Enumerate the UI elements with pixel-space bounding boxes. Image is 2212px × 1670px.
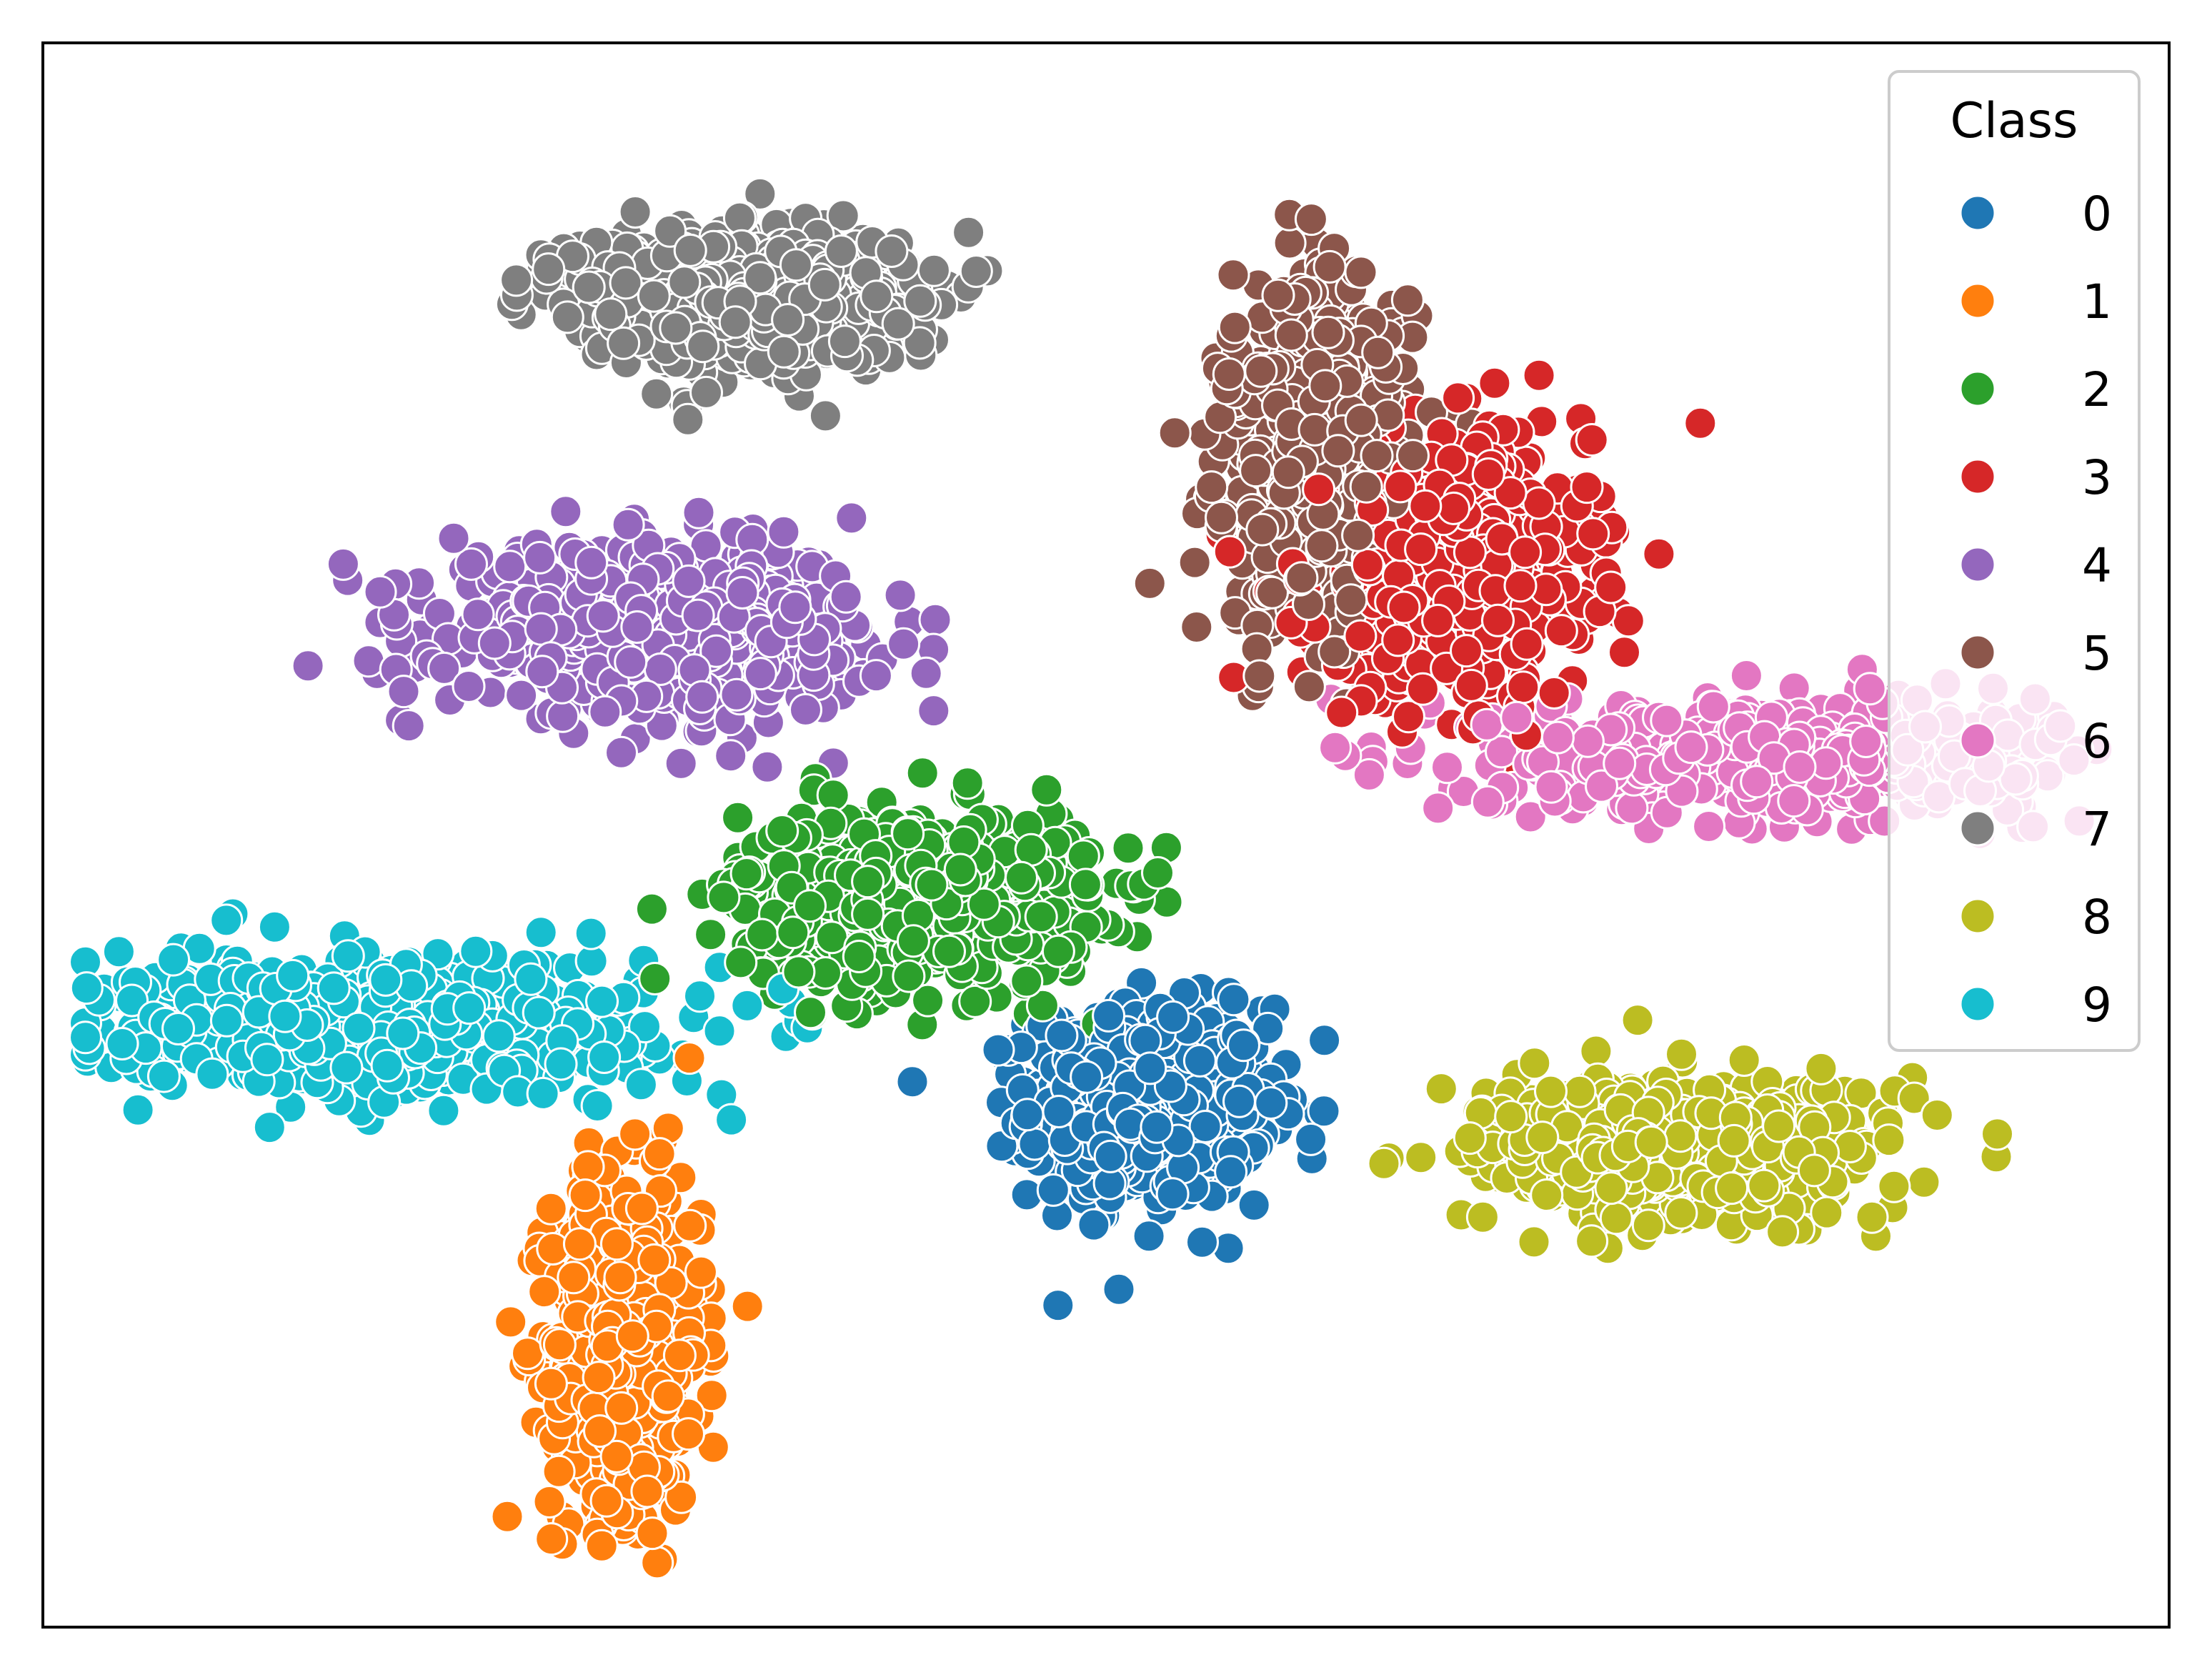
- data-point-class-0: [895, 1065, 930, 1099]
- data-point-class-4: [493, 550, 527, 584]
- data-point-class-5: [1180, 610, 1214, 644]
- data-point-class-0: [1294, 1122, 1328, 1156]
- data-point-class-7: [743, 177, 777, 211]
- data-point-class-4: [682, 495, 716, 530]
- data-point-class-1: [511, 1336, 544, 1371]
- data-point-class-2: [911, 983, 945, 1018]
- data-point-class-7: [722, 201, 757, 235]
- data-point-class-8: [1579, 1034, 1613, 1068]
- data-point-class-8: [1981, 1117, 2014, 1151]
- data-point-class-9: [101, 935, 136, 969]
- data-point-class-2: [694, 918, 728, 952]
- data-point-class-1: [532, 1485, 567, 1519]
- data-point-class-7: [808, 399, 842, 433]
- data-point-class-4: [392, 709, 426, 743]
- data-point-class-4: [546, 699, 580, 733]
- data-point-class-3: [1392, 700, 1425, 734]
- data-point-class-9: [730, 988, 764, 1023]
- data-point-class-3: [1478, 366, 1512, 400]
- data-point-class-7: [952, 215, 986, 249]
- scatter-points: [69, 177, 2114, 1580]
- data-point-class-8: [1620, 1003, 1655, 1038]
- data-point-class-6: [1470, 785, 1505, 819]
- data-point-class-1: [542, 1454, 576, 1488]
- data-point-class-8: [1404, 1140, 1438, 1175]
- data-point-class-2: [950, 766, 985, 800]
- data-point-class-0: [1132, 1219, 1166, 1253]
- data-point-class-0: [1217, 983, 1251, 1017]
- data-point-class-1: [664, 1480, 699, 1514]
- data-point-class-9: [331, 939, 365, 973]
- data-point-class-9: [702, 1014, 737, 1048]
- data-point-class-0: [1041, 1288, 1075, 1323]
- data-point-class-0: [1077, 1208, 1111, 1242]
- data-point-class-8: [1367, 1146, 1401, 1181]
- data-point-class-5: [1177, 545, 1212, 580]
- data-point-class-5: [1132, 566, 1167, 600]
- data-point-class-4: [291, 649, 325, 683]
- data-point-class-1: [490, 1499, 524, 1534]
- data-point-class-6: [1485, 735, 1518, 769]
- data-point-class-1: [730, 1289, 764, 1323]
- data-point-class-2: [958, 984, 992, 1018]
- data-point-class-0: [1307, 1094, 1341, 1128]
- data-point-class-4: [883, 578, 917, 612]
- data-point-class-9: [121, 1093, 155, 1127]
- data-point-class-9: [524, 915, 558, 950]
- data-point-class-8: [1465, 1200, 1500, 1234]
- data-point-class-3: [1522, 358, 1556, 392]
- data-point-class-3: [1608, 635, 1641, 670]
- data-point-class-1: [694, 1378, 729, 1413]
- data-point-class-7: [639, 377, 674, 411]
- data-point-class-1: [635, 1516, 669, 1551]
- data-point-class-2: [794, 995, 827, 1030]
- data-point-class-3: [1575, 423, 1609, 457]
- data-point-class-9: [628, 1010, 662, 1044]
- data-point-class-6: [1513, 800, 1548, 834]
- data-point-class-9: [624, 1068, 658, 1102]
- data-point-class-2: [1111, 831, 1145, 865]
- data-point-class-4: [750, 750, 784, 784]
- data-point-class-5: [1292, 670, 1326, 704]
- data-point-class-2: [1025, 988, 1060, 1023]
- data-point-class-9: [146, 1059, 181, 1093]
- data-point-class-0: [1102, 1272, 1136, 1306]
- data-point-class-8: [1897, 1081, 1931, 1115]
- data-point-class-1: [640, 1546, 674, 1580]
- data-point-class-0: [1307, 1023, 1342, 1058]
- data-point-class-7: [618, 195, 652, 229]
- data-point-class-8: [1424, 1072, 1458, 1106]
- data-point-class-0: [1237, 1188, 1271, 1222]
- data-point-class-4: [714, 739, 748, 773]
- data-point-class-7: [689, 375, 723, 409]
- data-point-class-2: [634, 892, 669, 926]
- data-point-class-4: [835, 501, 869, 535]
- data-point-class-4: [918, 602, 952, 637]
- data-point-class-6: [1352, 757, 1386, 792]
- data-point-class-4: [664, 746, 698, 780]
- data-point-class-4: [917, 694, 951, 728]
- data-point-class-1: [494, 1305, 528, 1339]
- data-point-class-7: [826, 199, 860, 233]
- data-point-class-4: [767, 515, 801, 549]
- data-point-class-4: [326, 547, 360, 581]
